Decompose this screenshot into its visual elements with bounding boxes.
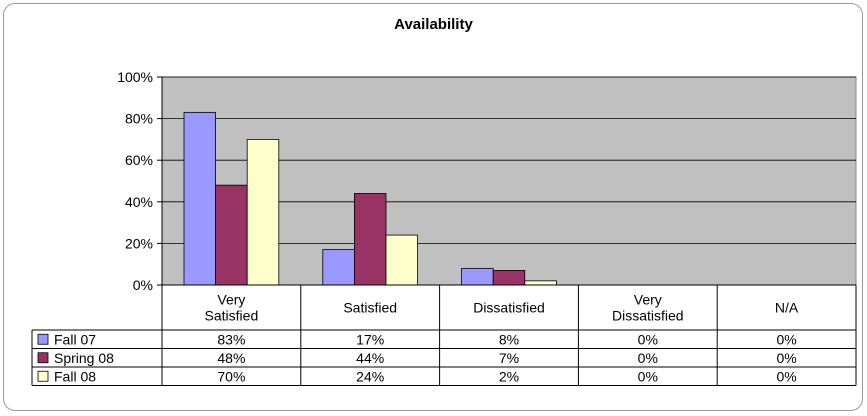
data-label: 7% <box>499 350 519 366</box>
data-label: 2% <box>499 368 519 384</box>
category-label: Satisfied <box>205 308 259 324</box>
bar <box>353 193 387 286</box>
legend-label: Fall 08 <box>54 368 96 384</box>
bar <box>322 249 355 286</box>
y-tick-label: 80% <box>125 111 153 127</box>
bar <box>183 111 217 286</box>
category-label: Satisfied <box>343 300 397 316</box>
data-label: 70% <box>217 368 245 384</box>
y-tick-label: 60% <box>125 152 153 168</box>
y-tick-label: 40% <box>125 194 153 210</box>
y-axis: 0% 20% 40% 60% 80% 100% <box>117 69 163 293</box>
data-label: 44% <box>356 350 384 366</box>
y-tick-label: 20% <box>125 235 153 251</box>
category-label: Very <box>217 292 245 308</box>
y-tick-label: 100% <box>117 69 153 85</box>
data-label: 0% <box>776 368 796 384</box>
data-label: 0% <box>638 350 658 366</box>
data-label: 0% <box>638 331 658 347</box>
data-label: 0% <box>638 368 658 384</box>
data-label: 24% <box>356 368 384 384</box>
legend-label: Spring 08 <box>54 350 114 366</box>
bar <box>461 267 494 286</box>
data-label: 48% <box>217 350 245 366</box>
legend-label: Fall 07 <box>54 331 96 347</box>
bars <box>183 111 557 286</box>
chart-title: Availability <box>394 16 473 33</box>
bar <box>524 280 557 286</box>
bar <box>215 184 248 286</box>
category-label: Very <box>634 292 662 308</box>
category-label: Dissatisfied <box>473 300 545 316</box>
data-label: 17% <box>356 331 384 347</box>
y-tick-label: 0% <box>133 277 153 293</box>
bar <box>492 270 526 286</box>
bar <box>385 234 419 286</box>
legend-key <box>37 333 49 345</box>
category-label: Dissatisfied <box>612 308 684 324</box>
data-label: 0% <box>776 350 796 366</box>
data-label: 8% <box>499 331 519 347</box>
bar <box>246 138 280 286</box>
legend-key <box>37 352 49 364</box>
legend-key <box>37 370 49 382</box>
data-label: 83% <box>217 331 245 347</box>
data-label: 0% <box>776 331 796 347</box>
category-label: N/A <box>775 300 799 316</box>
